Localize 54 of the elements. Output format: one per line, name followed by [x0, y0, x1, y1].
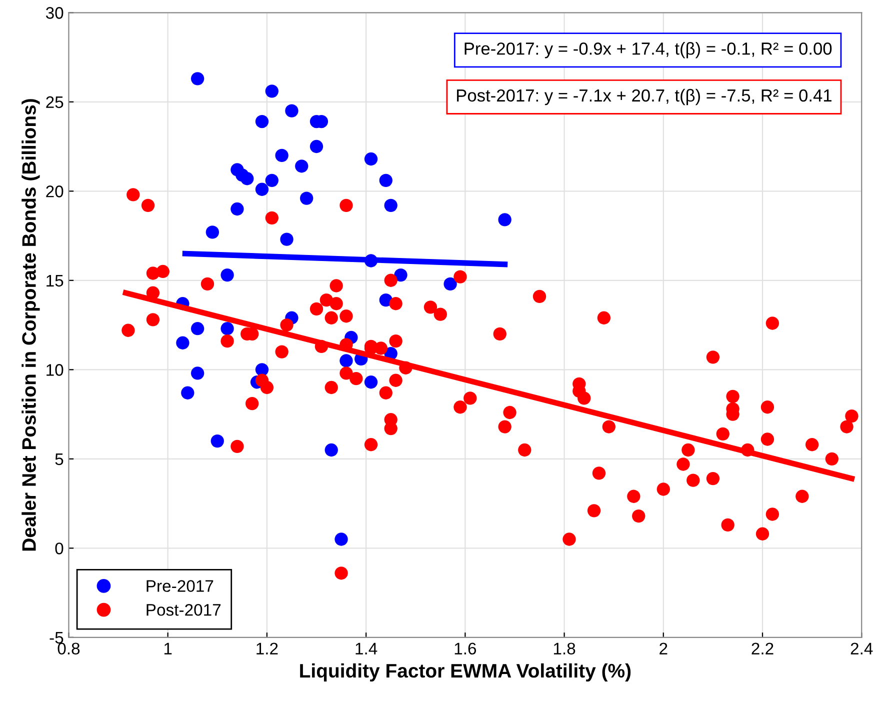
point: [190, 322, 204, 336]
point: [285, 104, 298, 118]
y-tick-label: 20: [46, 186, 64, 198]
point: [498, 213, 512, 226]
point: [255, 182, 269, 196]
point: [206, 226, 220, 239]
annotation: Post-2017: y = -7.1x + 20.7, t(β) = -7.5, R² = 0.41: [457, 88, 832, 106]
point: [220, 322, 234, 336]
point: [444, 277, 457, 291]
x-tick-label: 2.4: [850, 642, 873, 654]
y-tick-label: 15: [46, 274, 64, 287]
point: [210, 434, 224, 448]
point: [190, 72, 204, 86]
annotation: Pre-2017: y = -0.9x + 17.4, t(β) = -0.1, R² = 0.00: [464, 42, 832, 58]
x-tick-label: 1.2: [256, 642, 278, 654]
y-tick-label: 0: [55, 542, 64, 554]
x-tick-label: 2: [660, 642, 668, 654]
point: [240, 172, 254, 186]
x-tick-label: 1.8: [554, 642, 576, 655]
x-tick-label: 1.6: [454, 642, 476, 655]
point: [230, 202, 244, 216]
y-tick-label: 30: [46, 7, 64, 19]
x-tick-label: 1: [164, 642, 172, 654]
point: [220, 268, 234, 282]
point: [280, 232, 294, 246]
point: [384, 198, 398, 212]
point: [190, 366, 204, 380]
point: [265, 84, 278, 98]
x-axis-title: Liquidity Factor EWMA Volatility (%): [300, 663, 631, 682]
point: [334, 532, 348, 546]
y-tick-label: -5: [50, 632, 64, 644]
point: [364, 152, 378, 166]
point: [275, 148, 288, 162]
legend-label: Pre-2017: [146, 580, 214, 592]
point: [324, 443, 338, 457]
point: [295, 160, 308, 173]
point: [300, 192, 314, 205]
point: [364, 376, 378, 389]
x-tick-label: 1.4: [356, 642, 378, 654]
y-tick-label: 5: [55, 453, 64, 466]
point: [394, 268, 408, 282]
x-tick-label: 2.2: [752, 642, 774, 654]
legend-label: Post-2017: [146, 604, 221, 616]
y-tick-label: 25: [46, 96, 64, 108]
point: [255, 114, 269, 128]
x-tick-label: 0.8: [58, 642, 80, 655]
point: [310, 140, 324, 154]
y-axis-title: Dealer Net Position in Corporate Bonds (Billions): [22, 99, 40, 551]
y-tick-label: 10: [46, 364, 64, 376]
point: [379, 174, 392, 188]
point: [181, 386, 194, 400]
point: [265, 174, 278, 188]
point: [340, 354, 353, 368]
point: [176, 336, 190, 350]
